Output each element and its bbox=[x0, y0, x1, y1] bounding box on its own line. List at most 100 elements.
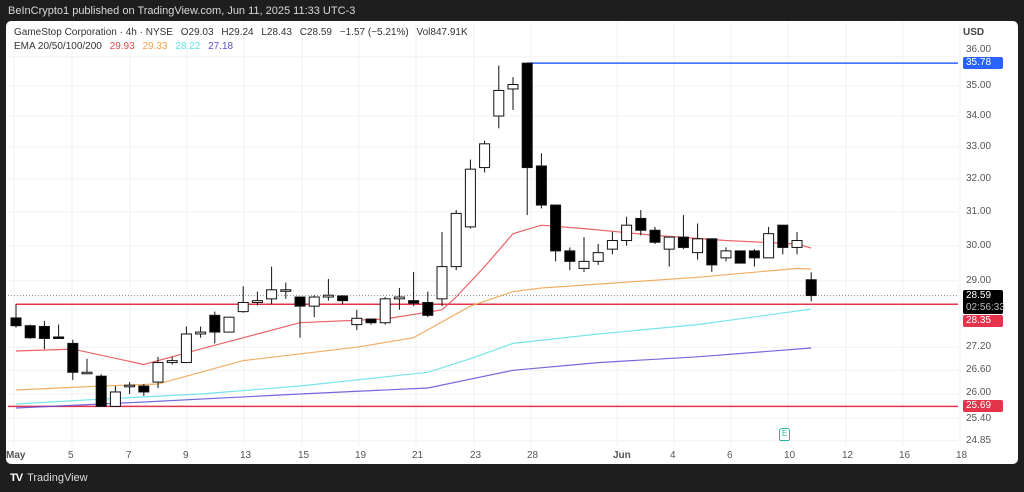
candle-bearish bbox=[677, 236, 689, 248]
candle-bearish bbox=[95, 375, 107, 407]
candle-bearish bbox=[67, 342, 79, 373]
candle-bearish bbox=[564, 250, 576, 262]
candle-bearish bbox=[535, 165, 547, 206]
time-tick: 12 bbox=[842, 450, 854, 461]
time-tick: 7 bbox=[126, 450, 132, 461]
price-tick: 32.00 bbox=[966, 172, 992, 184]
time-tick: 21 bbox=[412, 450, 424, 461]
ema100-value: 28.22 bbox=[175, 41, 201, 52]
candle-bearish bbox=[10, 317, 22, 327]
candle-bearish bbox=[635, 217, 647, 231]
price-tick: 24.85 bbox=[966, 434, 992, 446]
candle-bullish bbox=[81, 371, 93, 375]
candle-bullish bbox=[493, 89, 505, 117]
time-tick: 19 bbox=[355, 450, 367, 461]
candle-bullish bbox=[606, 240, 618, 250]
candle-bullish bbox=[692, 238, 704, 254]
symbol-info[interactable]: GameStop Corporation · 4h · NYSE bbox=[14, 27, 173, 38]
candle-bearish bbox=[138, 385, 150, 393]
candle-bullish bbox=[237, 301, 249, 313]
ema200-value: 27.18 bbox=[208, 41, 234, 52]
footer-brand: TradingView bbox=[27, 472, 88, 484]
earnings-icon[interactable]: E bbox=[779, 428, 790, 441]
candle-bullish bbox=[450, 212, 462, 268]
time-tick: 6 bbox=[727, 450, 733, 461]
tradingview-logo-icon: TV bbox=[10, 472, 23, 484]
price-level-badge: 25.69 bbox=[963, 400, 1003, 413]
ema-label[interactable]: EMA 20/50/100/200 bbox=[14, 41, 102, 52]
ema-line-ema100 bbox=[15, 308, 812, 405]
candle-bullish bbox=[720, 250, 732, 259]
candle-bearish bbox=[209, 314, 221, 333]
candle-bullish bbox=[507, 84, 519, 90]
last-price-badge: 28.59 02:56:33 bbox=[963, 289, 1005, 314]
candle-bullish bbox=[322, 294, 334, 298]
time-tick: 4 bbox=[670, 450, 676, 461]
close-value: C28.59 bbox=[299, 27, 332, 38]
time-tick: 13 bbox=[240, 450, 252, 461]
price-tick: 26.00 bbox=[966, 387, 992, 399]
candle-bearish bbox=[521, 62, 533, 169]
candle-bearish bbox=[38, 325, 50, 339]
time-tick: 18 bbox=[956, 450, 968, 461]
price-tick: 30.00 bbox=[966, 239, 992, 251]
last-price: 28.59 bbox=[966, 289, 992, 301]
candle-bullish bbox=[166, 360, 178, 364]
footer: TV TradingView bbox=[10, 472, 88, 484]
candle-bearish bbox=[649, 229, 661, 243]
price-tick: 34.00 bbox=[966, 110, 992, 122]
candle-bullish bbox=[195, 331, 207, 335]
candle-bullish bbox=[351, 317, 363, 326]
candle-bullish bbox=[124, 384, 136, 388]
candle-bearish bbox=[422, 301, 434, 316]
candle-bullish bbox=[621, 224, 633, 242]
candle-bullish bbox=[109, 391, 121, 407]
ema20-value: 29.93 bbox=[109, 41, 135, 52]
price-tick: 26.60 bbox=[966, 364, 992, 376]
price-tick: 35.00 bbox=[966, 80, 992, 91]
candle-bullish bbox=[266, 289, 278, 300]
price-level-badge: 35.78 bbox=[963, 57, 1003, 70]
time-tick: 16 bbox=[899, 450, 911, 461]
candle-bullish bbox=[663, 236, 675, 250]
candle-bearish bbox=[777, 224, 789, 248]
time-tick: Jun bbox=[613, 450, 631, 461]
candle-bullish bbox=[379, 298, 391, 324]
price-tick: 25.40 bbox=[966, 413, 992, 425]
candle-bullish bbox=[436, 266, 448, 300]
candle-bullish bbox=[479, 143, 491, 169]
low-value: L28.43 bbox=[261, 27, 292, 38]
price-tick: 33.00 bbox=[966, 140, 992, 152]
volume-value: Vol847.91K bbox=[416, 27, 468, 38]
open-value: O29.03 bbox=[180, 27, 214, 38]
publish-info: BeInCrypto1 published on TradingView.com… bbox=[8, 5, 356, 17]
candle-bullish bbox=[280, 289, 292, 292]
bar-countdown: 02:56:33 bbox=[966, 301, 1005, 313]
time-tick: May bbox=[6, 450, 26, 461]
price-tick: 29.00 bbox=[966, 274, 992, 286]
time-tick: 15 bbox=[298, 450, 310, 461]
candle-bullish bbox=[223, 316, 235, 333]
time-tick: 23 bbox=[470, 450, 482, 461]
candle-bearish bbox=[748, 250, 760, 259]
candle-bullish bbox=[791, 240, 803, 248]
price-tick: 31.00 bbox=[966, 205, 992, 217]
time-tick: 9 bbox=[183, 450, 189, 461]
candle-bullish bbox=[592, 252, 604, 262]
candle-bullish bbox=[308, 296, 320, 307]
time-tick: 10 bbox=[784, 450, 796, 461]
candle-bullish bbox=[578, 260, 590, 269]
price-tick: 27.20 bbox=[966, 341, 992, 353]
candle-bearish bbox=[734, 250, 746, 264]
chart-panel[interactable] bbox=[6, 21, 1018, 464]
chart-legend: GameStop Corporation · 4h · NYSE O29.03 … bbox=[14, 26, 473, 54]
candle-bullish bbox=[763, 233, 775, 259]
candle-bearish bbox=[706, 238, 718, 266]
change-value: −1.57 (−5.21%) bbox=[339, 27, 409, 38]
candle-bearish bbox=[550, 204, 562, 252]
candle-bullish bbox=[180, 333, 192, 364]
candle-bearish bbox=[408, 300, 420, 304]
currency-label[interactable]: USD bbox=[963, 27, 985, 38]
high-value: H29.24 bbox=[221, 27, 254, 38]
